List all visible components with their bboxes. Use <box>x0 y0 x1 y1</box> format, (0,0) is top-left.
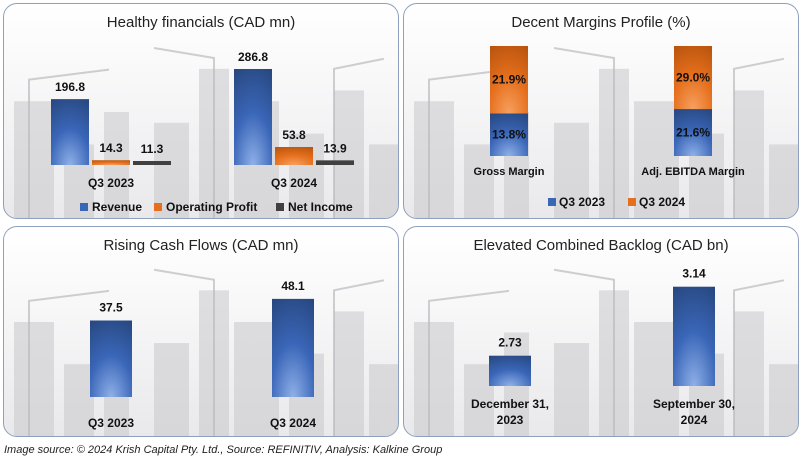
legend-swatch <box>628 198 636 206</box>
category-label: Q3 2024 <box>271 176 317 190</box>
data-label: 196.8 <box>55 80 85 94</box>
skyline-background <box>14 290 398 436</box>
bar-net-income <box>316 160 354 165</box>
legend-swatch <box>154 203 162 211</box>
bar-segment-q3-2023 <box>490 113 528 156</box>
data-label: 21.9% <box>492 73 526 87</box>
chart-title: Healthy financials (CAD mn) <box>106 14 296 31</box>
chart-svg: 196.8 14.3 11.3 Q3 2023 286.8 53.8 13.9 Q3 2024… <box>14 47 398 218</box>
legend-label: Q3 2023 <box>559 195 605 209</box>
chart-title: Elevated Combined Backlog (CAD bn) <box>473 237 729 254</box>
cash-flows-panel: 37.5 Q3 2023 48.1 Q3 2024 Rising Cash Flows… <box>3 226 399 437</box>
chart-svg: 2.73 December 31, 2023 3.14 September 30, 202… <box>414 267 798 436</box>
margins-panel: 13.8% 21.9% Gross Margin 21.6% 29.0% Adj. EBI… <box>403 3 799 219</box>
data-label: 13.8% <box>492 128 526 142</box>
category-label: Q3 2024 <box>270 416 316 430</box>
backlog-panel: 2.73 December 31, 2023 3.14 September 30, 202… <box>403 226 799 437</box>
chart-title: Rising Cash Flows (CAD mn) <box>103 237 299 254</box>
category-label: Adj. EBITDA Margin <box>641 166 745 178</box>
data-label: 48.1 <box>281 279 305 293</box>
bar-segment-q3-2024 <box>674 46 712 110</box>
chart-svg: 13.8% 21.9% Gross Margin 21.6% 29.0% Adj. EBI… <box>414 46 798 218</box>
data-label: 3.14 <box>682 267 706 281</box>
skyline-background <box>414 68 798 218</box>
data-label: 21.6% <box>676 126 710 140</box>
healthy-financials-panel: 196.8 14.3 11.3 Q3 2023 286.8 53.8 13.9 Q3 2024… <box>3 3 399 219</box>
bar-segment-q3-2023 <box>674 109 712 156</box>
bar-revenue <box>234 69 272 165</box>
data-label: 11.3 <box>141 142 164 156</box>
category-label: September 30, <box>653 397 735 411</box>
bar <box>673 286 715 386</box>
data-label: 29.0% <box>676 71 710 85</box>
category-label: 2024 <box>681 413 708 427</box>
skyline-background <box>414 290 798 436</box>
bar-operating-profit <box>275 146 313 165</box>
bar <box>489 355 531 386</box>
data-label: 14.3 <box>99 141 123 155</box>
chart-svg: 37.5 Q3 2023 48.1 Q3 2024 <box>14 268 398 436</box>
legend-swatch <box>80 203 88 211</box>
bar <box>90 320 132 397</box>
category-label: 2023 <box>497 413 524 427</box>
legend-swatch <box>276 203 284 211</box>
data-label: 286.8 <box>238 50 268 64</box>
legend-label: Q3 2024 <box>639 195 685 209</box>
bar-operating-profit <box>92 160 130 165</box>
category-label: December 31, <box>471 397 549 411</box>
category-label: Gross Margin <box>474 166 545 178</box>
category-label: Q3 2023 <box>88 176 134 190</box>
legend-label: Operating Profit <box>166 200 257 214</box>
bar-revenue <box>51 99 89 165</box>
crane-background <box>28 47 385 218</box>
legend-swatch <box>548 198 556 206</box>
bar <box>272 298 314 397</box>
bar-net-income <box>133 161 171 165</box>
category-label: Q3 2023 <box>88 416 134 430</box>
crane-background <box>428 47 785 218</box>
legend-label: Net Income <box>288 200 353 214</box>
legend-label: Revenue <box>92 200 142 214</box>
data-label: 2.73 <box>498 336 522 350</box>
data-label: 53.8 <box>282 128 306 142</box>
data-label: 37.5 <box>99 301 123 315</box>
bar-segment-q3-2024 <box>490 46 528 114</box>
image-source-caption: Image source: © 2024 Krish Capital Pty. … <box>4 444 443 456</box>
crane-background <box>428 268 785 436</box>
crane-background <box>28 268 385 436</box>
chart-title: Decent Margins Profile (%) <box>511 14 691 31</box>
data-label: 13.9 <box>323 141 347 155</box>
